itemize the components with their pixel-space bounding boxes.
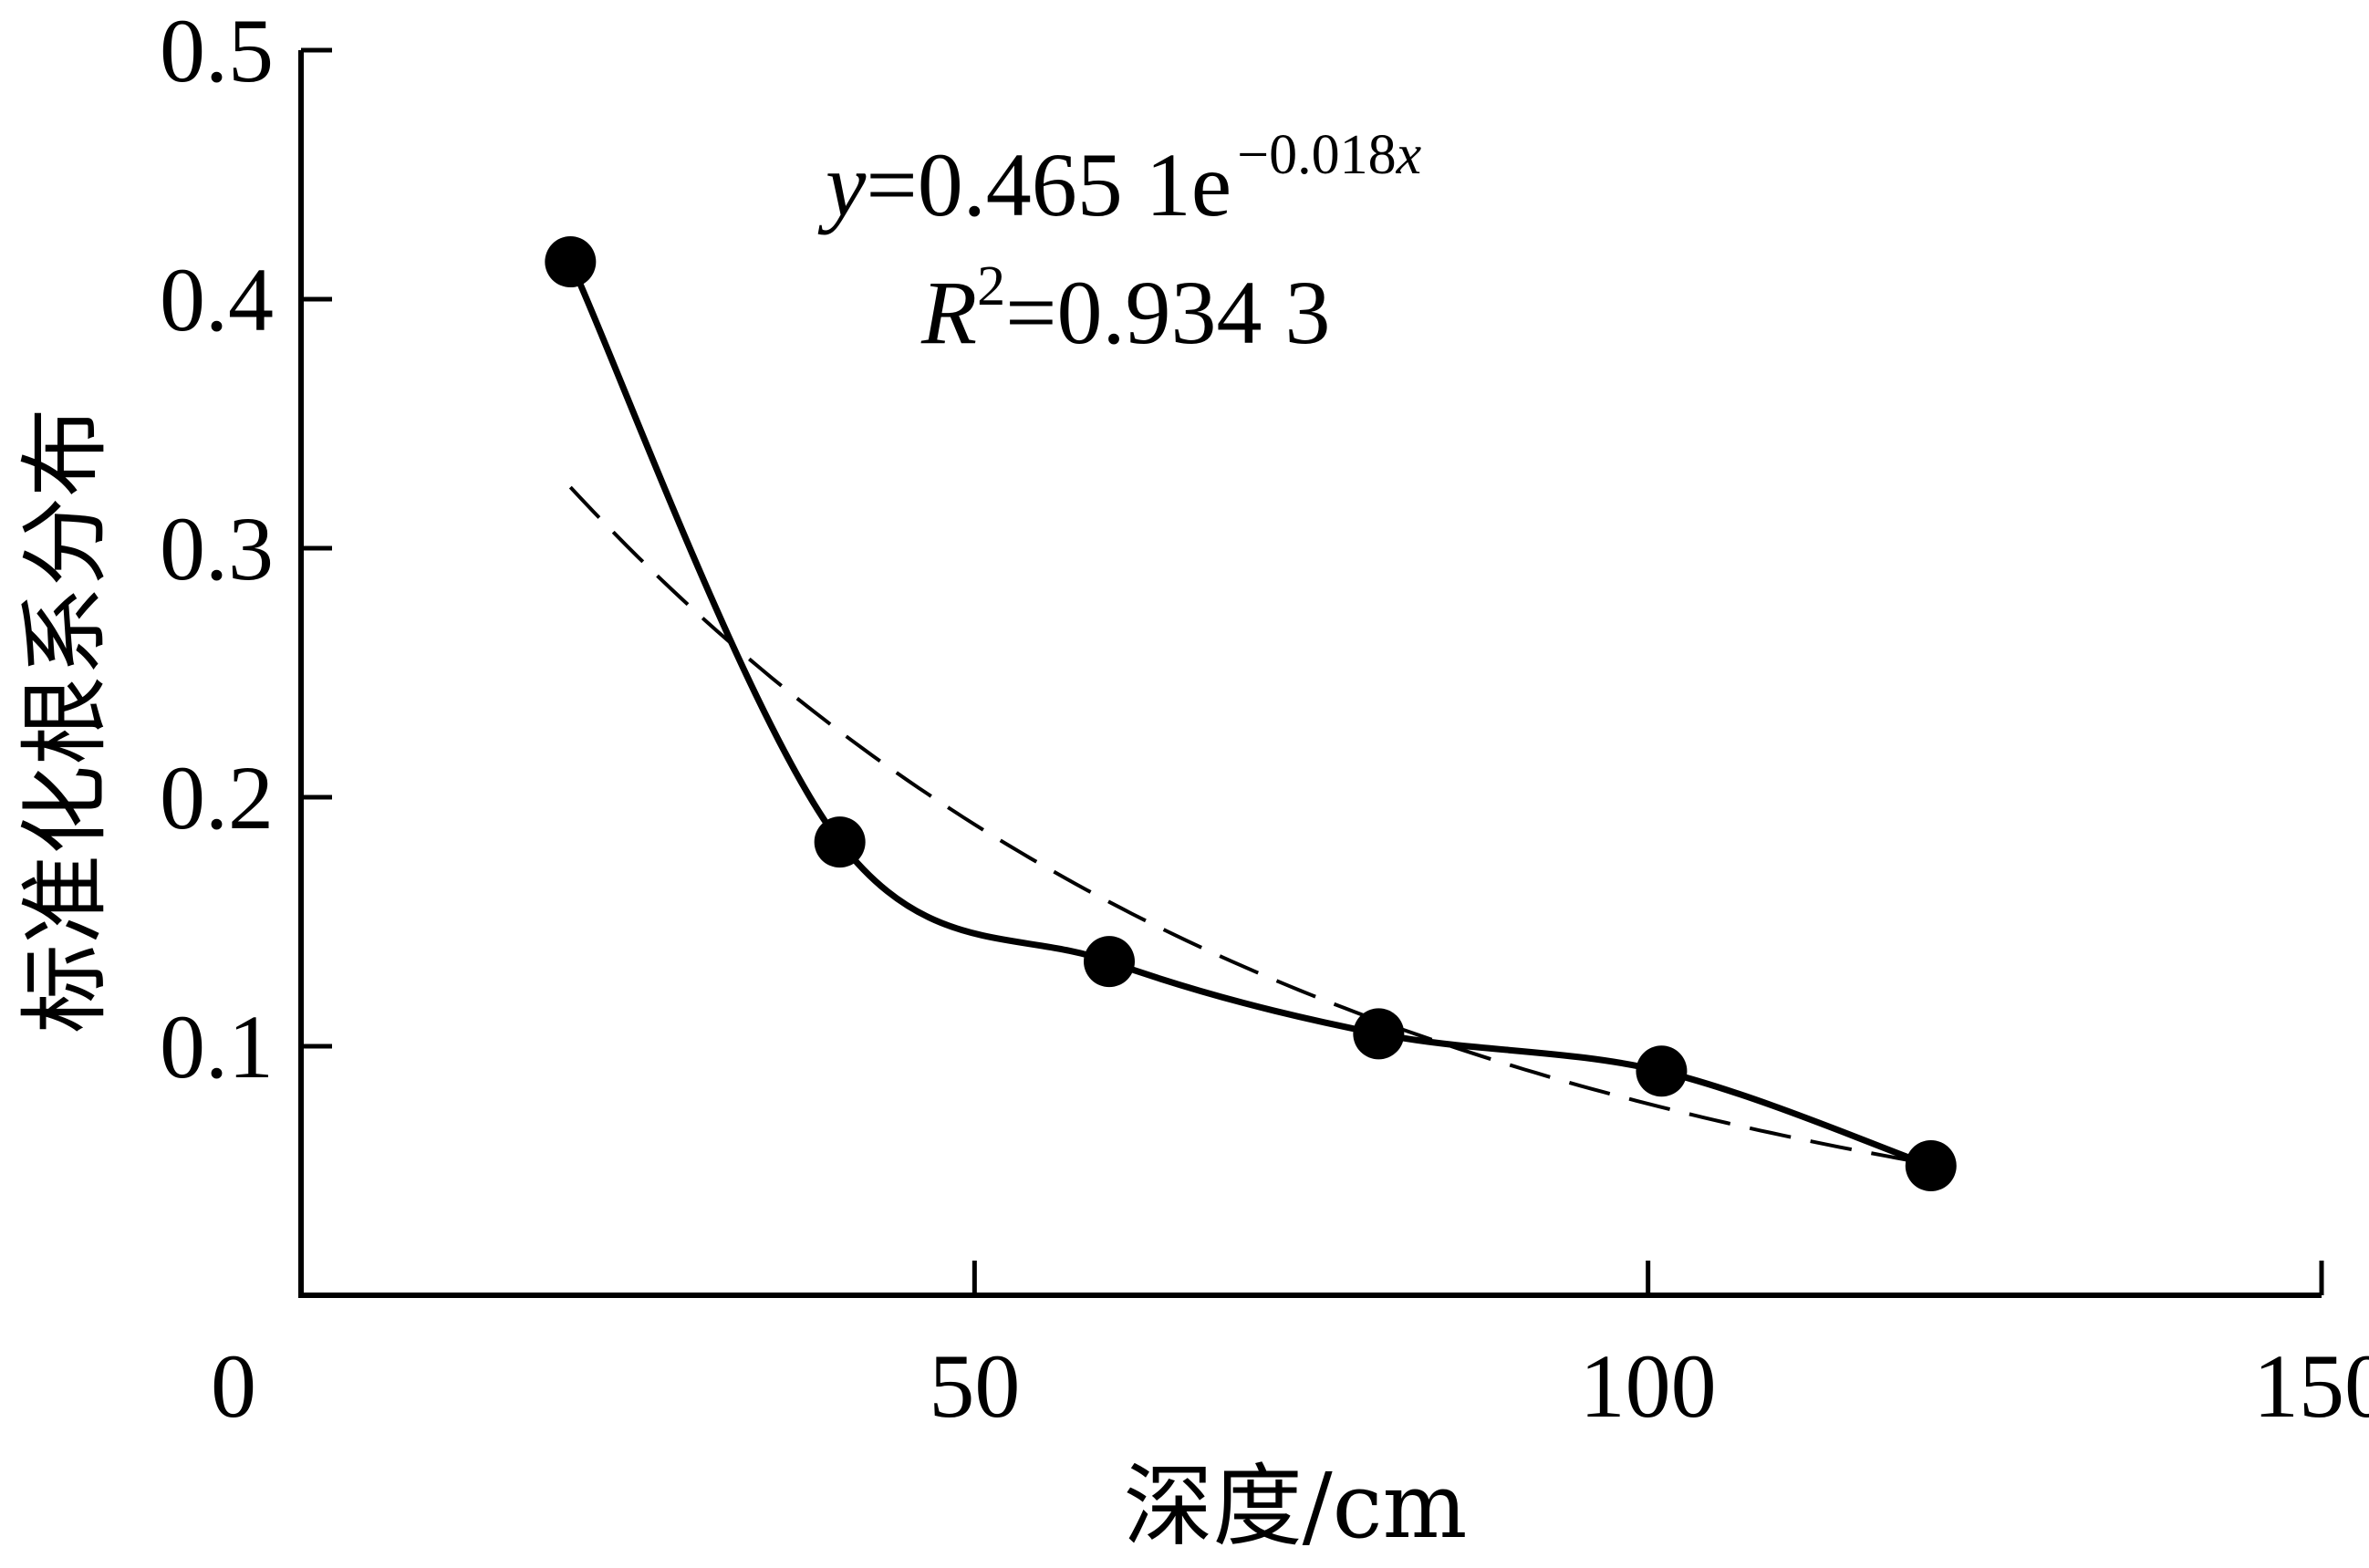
y-tick-label: 0.1 (160, 996, 274, 1097)
fit-group (568, 485, 1918, 1164)
data-curve-solid (567, 260, 1932, 1169)
data-point-marker (1084, 936, 1135, 988)
equation-coefficient: =0.465 1e (866, 134, 1231, 235)
data-point-marker (814, 816, 866, 868)
y-tick-label: 0.2 (160, 747, 274, 848)
y-ticks: 0.1 0.2 0.3 0.4 0.5 (160, 0, 332, 1097)
x-tick-label: 150 (2253, 1335, 2369, 1437)
r2-value: =0.934 3 (1005, 262, 1330, 363)
r2-letter: R (920, 262, 977, 363)
data-point-marker (1353, 1008, 1405, 1060)
r2-annotation: R2=0.934 3 (920, 255, 1331, 363)
y-axis-title: 标准化根系分布 (14, 408, 118, 1033)
data-point-marker (1905, 1140, 1957, 1192)
x-ticks: 0 50 100 150 (211, 1261, 2369, 1437)
equation-annotation: y=0.465 1e−0.018x (817, 124, 1422, 235)
series-group (567, 260, 1932, 1169)
equation-y: y (817, 134, 867, 235)
equation-exponent-x: x (1396, 124, 1422, 186)
x-tick-label: 50 (929, 1335, 1020, 1437)
equation-exponent: −0.018 (1237, 124, 1396, 186)
data-point-marker (545, 236, 597, 288)
data-point-marker (1636, 1045, 1688, 1097)
x-tick-label: 100 (1580, 1335, 1717, 1437)
r2-superscript: 2 (977, 255, 1005, 317)
x-axis-title: 深度/cm (1124, 1455, 1468, 1559)
y-tick-label: 0.4 (160, 249, 274, 350)
y-tick-label: 0.5 (160, 0, 274, 101)
y-tick-label: 0.3 (160, 498, 274, 599)
axes (298, 50, 2322, 1298)
fit-curve-dashed (568, 485, 1918, 1164)
points-group (545, 236, 1957, 1192)
x-tick-label: 0 (211, 1335, 256, 1437)
